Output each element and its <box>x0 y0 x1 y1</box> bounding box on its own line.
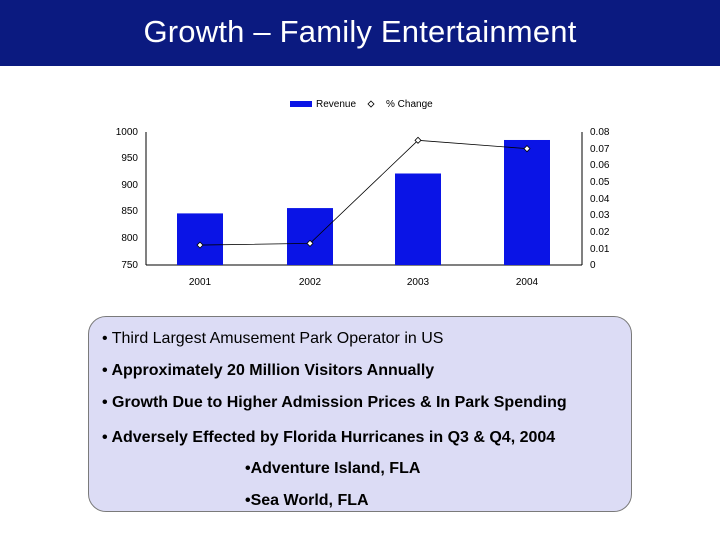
line-pct-change <box>199 139 528 246</box>
right-tick-label: 0.03 <box>590 210 610 221</box>
point-pct-change-2003 <box>414 136 422 144</box>
right-tick-label: 0.06 <box>590 160 610 171</box>
legend-label-revenue: Revenue <box>316 99 356 110</box>
right-tick-label: 0.04 <box>590 194 610 205</box>
revenue-chart: Revenue % Change 1000 950 900 850 800 75… <box>116 99 610 288</box>
left-tick-label: 900 <box>121 180 138 191</box>
right-tick-label: 0.05 <box>590 177 610 188</box>
legend-swatch-revenue <box>290 101 312 107</box>
page-title: Growth – Family Entertainment <box>143 14 577 49</box>
left-tick-label: 750 <box>121 260 138 271</box>
bullet-item: • Third Largest Amusement Park Operator … <box>102 330 444 347</box>
bullet-item: • Growth Due to Higher Admission Prices … <box>102 394 567 411</box>
left-tick-label: 800 <box>121 233 138 244</box>
x-tick-label: 2004 <box>516 277 539 288</box>
title-bar: Growth – Family Entertainment <box>0 0 720 66</box>
left-tick-label: 1000 <box>116 127 139 138</box>
left-tick-label: 850 <box>121 206 138 217</box>
bullet-box: • Third Largest Amusement Park Operator … <box>88 316 632 512</box>
bar-revenue-2001 <box>177 213 223 265</box>
point-pct-change-2004 <box>523 145 531 153</box>
right-tick-label: 0 <box>590 260 596 271</box>
x-tick-label: 2003 <box>407 277 430 288</box>
sub-bullet-item: •Sea World, FLA <box>245 492 369 509</box>
right-tick-label: 0.08 <box>590 127 610 138</box>
bar-revenue-2003 <box>395 173 441 265</box>
bullet-item: • Adversely Effected by Florida Hurrican… <box>102 429 556 446</box>
bar-revenue-2002 <box>287 208 333 265</box>
point-pct-change-2001 <box>196 241 204 249</box>
x-tick-label: 2001 <box>189 277 212 288</box>
left-tick-label: 950 <box>121 153 138 164</box>
right-tick-label: 0.07 <box>590 144 610 155</box>
right-tick-label: 0.02 <box>590 227 610 238</box>
legend-label-change: % Change <box>386 99 433 110</box>
sub-bullet-item: •Adventure Island, FLA <box>245 460 421 477</box>
bar-revenue-2004 <box>504 139 550 265</box>
x-tick-label: 2002 <box>299 277 322 288</box>
right-tick-label: 0.01 <box>590 244 610 255</box>
legend-marker-change <box>367 100 375 108</box>
point-pct-change-2002 <box>306 239 314 247</box>
bullet-item: • Approximately 20 Million Visitors Annu… <box>102 362 435 379</box>
